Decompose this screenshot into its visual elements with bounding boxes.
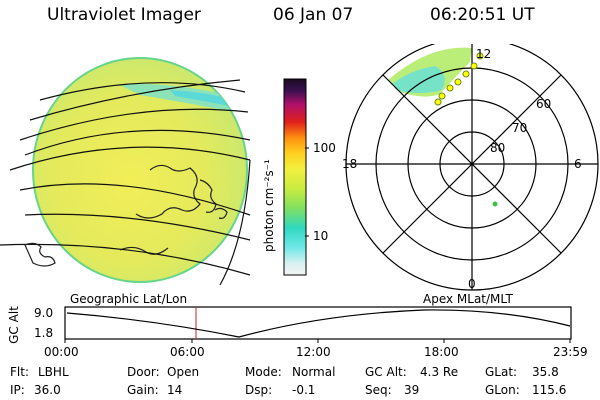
strip-y-min: 1.8 bbox=[34, 326, 54, 340]
coastline bbox=[119, 164, 228, 255]
flt-label: Flt: bbox=[10, 365, 29, 379]
polar-mlt-6: 6 bbox=[574, 157, 582, 171]
colorbar-gradient bbox=[283, 78, 307, 276]
flt-value: LBHL bbox=[38, 365, 69, 379]
polar-mlt-18: 18 bbox=[342, 157, 357, 171]
polar-lat-80: 80 bbox=[490, 141, 505, 155]
polar-plot: 12 60 70 80 18 6 0 bbox=[342, 44, 599, 291]
coastline-left bbox=[24, 242, 56, 267]
strip-right-title: Apex MLat/MLT bbox=[423, 292, 513, 306]
strip-x-tick-3: 18:00 bbox=[424, 345, 459, 359]
polar-diagonal-2 bbox=[382, 74, 562, 254]
colorbar-tick-100: 100 bbox=[313, 141, 336, 155]
ip-label: IP: bbox=[10, 383, 25, 397]
strip-x-tick-0: 00:00 bbox=[44, 345, 79, 359]
time-label: 06:20:51 UT bbox=[430, 5, 535, 25]
dsp-label: Dsp: bbox=[245, 383, 273, 397]
mode-label: Mode: bbox=[245, 365, 282, 379]
instrument-title: Ultraviolet Imager bbox=[47, 5, 201, 25]
strip-x-tick-1: 06:00 bbox=[170, 345, 205, 359]
date-label: 06 Jan 07 bbox=[273, 5, 354, 25]
seq-label: Seq: bbox=[365, 383, 392, 397]
strip-x-tick-4: 23:59 bbox=[553, 345, 588, 359]
aurora-spot bbox=[492, 201, 498, 207]
altitude-strip-chart bbox=[64, 306, 572, 343]
aurora-oval-polar-cyan bbox=[392, 66, 445, 93]
glon-label: GLon: bbox=[485, 383, 520, 397]
polar-lat-70: 70 bbox=[512, 121, 527, 135]
ip-value: 36.0 bbox=[34, 383, 61, 397]
gcalt-value: 4.3 Re bbox=[420, 365, 459, 379]
gain-value: 14 bbox=[167, 383, 183, 397]
mode-value: Normal bbox=[292, 365, 336, 379]
strip-y-max: 9.0 bbox=[34, 306, 54, 320]
altitude-curve bbox=[66, 309, 571, 338]
glon-value: 115.6 bbox=[532, 383, 567, 397]
strip-x-tick-2: 12:00 bbox=[296, 345, 331, 359]
strip-left-title: Geographic Lat/Lon bbox=[70, 292, 188, 306]
dsp-value: -0.1 bbox=[292, 383, 316, 397]
polar-mlt-12: 12 bbox=[476, 47, 491, 61]
gain-label: Gain: bbox=[127, 383, 159, 397]
graticule-lines bbox=[0, 79, 251, 286]
strip-y-label: GC Alt bbox=[7, 306, 21, 344]
polar-mlt-0: 0 bbox=[468, 277, 476, 291]
glat-value: 35.8 bbox=[532, 365, 559, 379]
polar-lat-60: 60 bbox=[536, 97, 551, 111]
colorbar-unit-label: photon cm⁻²s⁻¹ bbox=[262, 159, 276, 252]
geographic-image bbox=[0, 57, 251, 286]
door-label: Door: bbox=[127, 365, 160, 379]
gcalt-label: GC Alt: bbox=[365, 365, 407, 379]
satellite-markers bbox=[434, 52, 484, 106]
door-value: Open bbox=[167, 365, 200, 379]
strip-frame bbox=[64, 306, 572, 340]
earth-disk bbox=[32, 57, 248, 283]
colorbar-tick-10: 10 bbox=[313, 229, 329, 243]
colorbar bbox=[283, 78, 309, 276]
glat-label: GLat: bbox=[485, 365, 518, 379]
seq-value: 39 bbox=[404, 383, 420, 397]
